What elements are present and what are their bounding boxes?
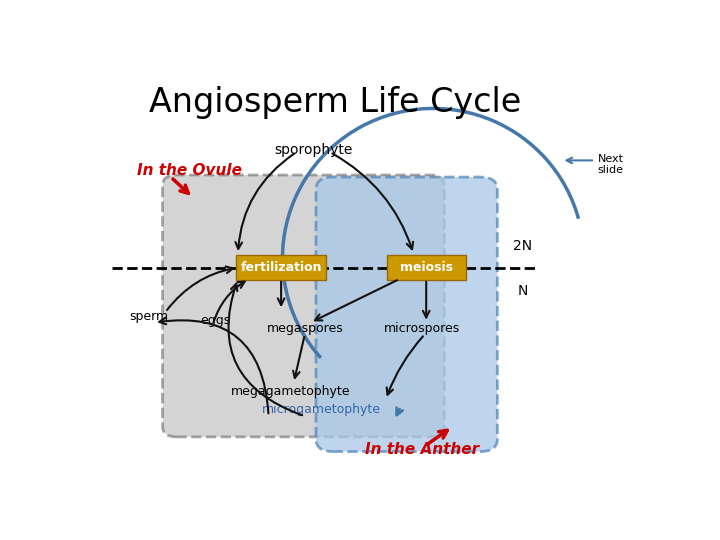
Text: sperm: sperm xyxy=(129,310,168,323)
Text: sporophyte: sporophyte xyxy=(274,143,352,157)
Text: Next
slide: Next slide xyxy=(598,154,624,176)
Text: In the Ovule: In the Ovule xyxy=(138,163,243,178)
Text: megaspores: megaspores xyxy=(266,322,343,335)
Text: microspores: microspores xyxy=(384,322,460,335)
Text: eggs: eggs xyxy=(200,314,230,327)
Text: Angiosperm Life Cycle: Angiosperm Life Cycle xyxy=(149,85,522,119)
FancyBboxPatch shape xyxy=(387,255,466,280)
Text: meiosis: meiosis xyxy=(400,261,453,274)
Text: In the Anther: In the Anther xyxy=(365,442,479,457)
Text: 2N: 2N xyxy=(513,239,532,253)
Text: fertilization: fertilization xyxy=(240,261,322,274)
FancyBboxPatch shape xyxy=(236,255,326,280)
FancyBboxPatch shape xyxy=(163,175,444,437)
Text: microgametophyte: microgametophyte xyxy=(262,403,381,416)
Text: megagametophyte: megagametophyte xyxy=(231,384,351,397)
FancyBboxPatch shape xyxy=(316,177,498,451)
Text: N: N xyxy=(517,285,528,299)
